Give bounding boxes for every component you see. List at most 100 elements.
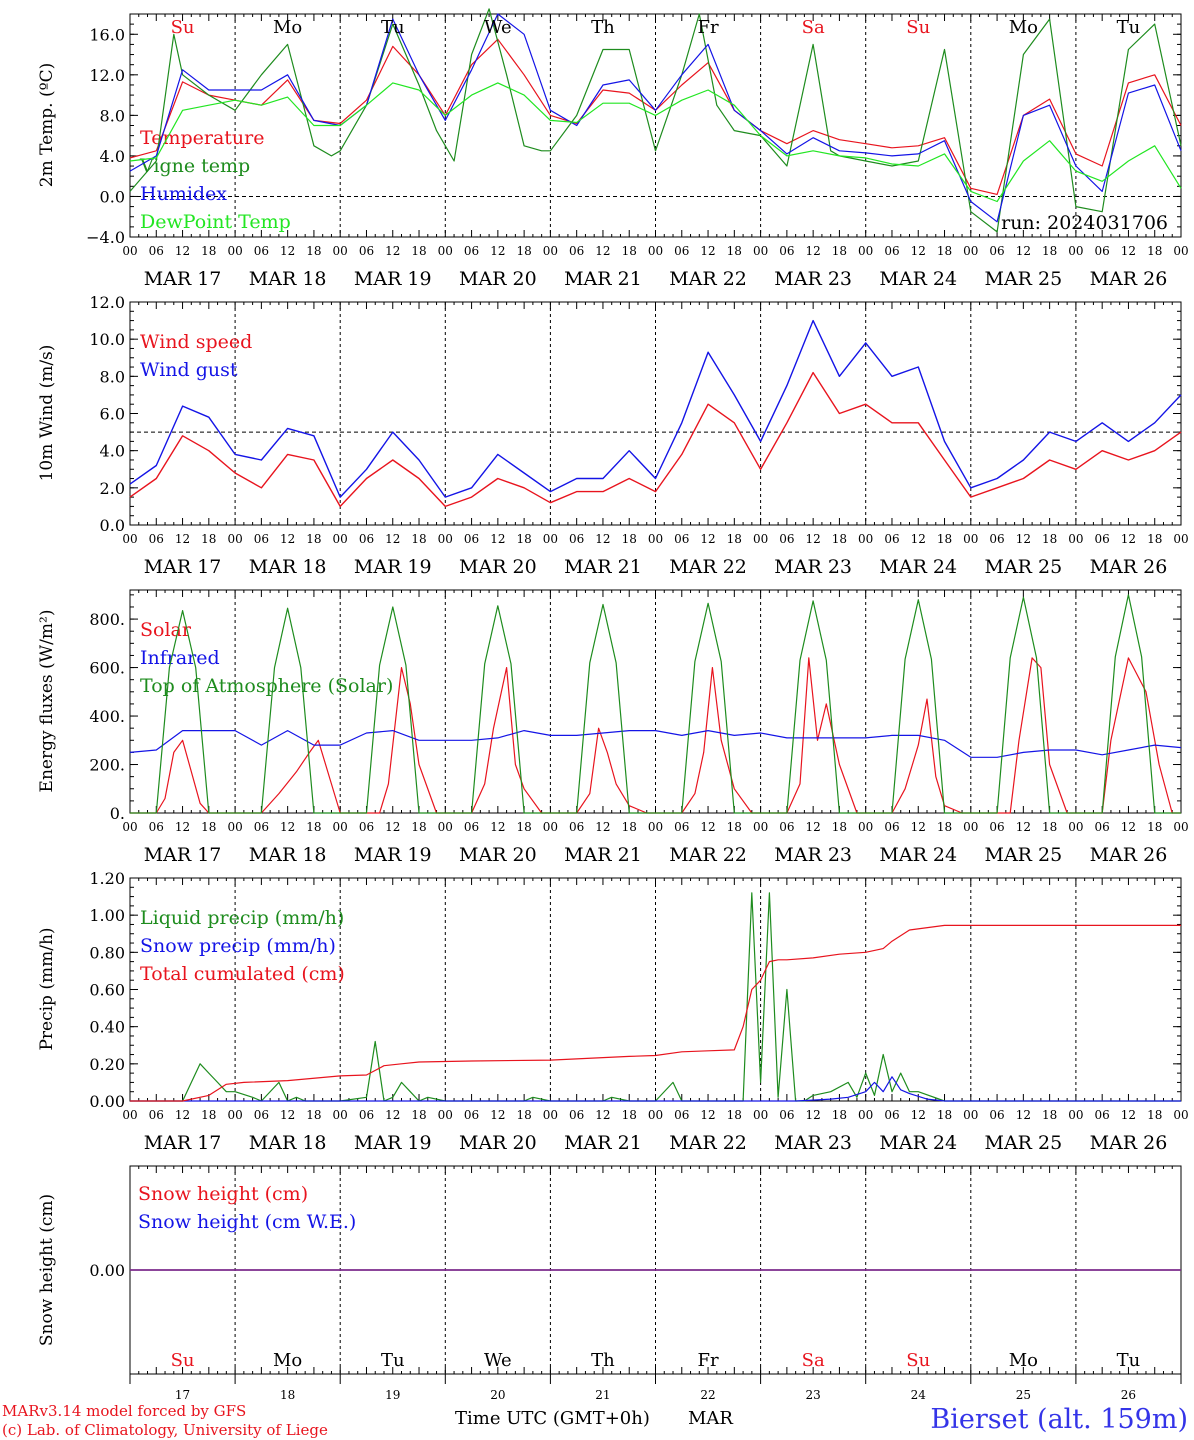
x-hour-tick-label: 06 [359, 1108, 374, 1122]
x-hour-tick-label: 06 [674, 820, 689, 834]
lab-credit: (c) Lab. of Climatology, University of L… [2, 1421, 328, 1439]
x-hour-tick-label: 12 [280, 820, 295, 834]
x-hour-tick-label: 18 [937, 532, 952, 546]
x-date-label: MAR 26 [1090, 268, 1168, 290]
x-hour-tick-label: 06 [779, 820, 794, 834]
x-hour-tick-label: 12 [490, 244, 505, 258]
weekday-label-top: Tu [381, 17, 405, 38]
x-hour-tick-label: 12 [490, 1108, 505, 1122]
x-hour-tick-label: 18 [727, 244, 742, 258]
x-hour-tick-label: 18 [411, 1108, 426, 1122]
x-hour-tick-label: 12 [806, 244, 821, 258]
x-hour-tick-label: 00 [648, 532, 663, 546]
legend-entry: Liquid precip (mm/h) [140, 907, 344, 929]
x-hour-tick-label: 18 [727, 820, 742, 834]
x-hour-tick-label: 06 [254, 1108, 269, 1122]
x-hour-tick-label: 00 [333, 532, 348, 546]
x-date-label: MAR 26 [1090, 556, 1168, 578]
run-label: run: 2024031706 [1001, 212, 1168, 234]
x-date-label: MAR 21 [564, 844, 642, 866]
x-hour-tick-label: 00 [648, 1108, 663, 1122]
x-hour-tick-label: 00 [1068, 820, 1083, 834]
y-tick-label: 1.00 [89, 906, 125, 925]
x-hour-tick-label: 18 [516, 1108, 531, 1122]
y-tick-label: 2.0 [100, 479, 125, 498]
weekday-label-top: We [484, 17, 512, 38]
x-hour-tick-label: 06 [464, 820, 479, 834]
x-date-label: MAR 18 [249, 844, 327, 866]
x-hour-tick-label: 06 [1095, 1108, 1110, 1122]
weekday-label-bottom: Sa [802, 1350, 825, 1371]
y-axis-label: Snow height (cm) [37, 1194, 57, 1346]
x-hour-tick-label: 12 [1016, 820, 1031, 834]
x-hour-tick-label: 06 [359, 820, 374, 834]
x-hour-tick-label: 00 [227, 1108, 242, 1122]
series-line-dewpoint-temp [129, 82, 1182, 203]
x-hour-tick-label: 00 [858, 1108, 873, 1122]
legend-entry: Wind speed [140, 331, 252, 353]
y-tick-label: 0.00 [89, 1261, 125, 1280]
x-hour-tick-label: 00 [858, 820, 873, 834]
x-hour-tick-label: 06 [569, 532, 584, 546]
x-date-label: MAR 20 [459, 1132, 537, 1154]
x-hour-tick-label: 12 [175, 820, 190, 834]
x-hour-tick-label: 12 [806, 820, 821, 834]
x-hour-tick-label: 06 [149, 244, 164, 258]
x-hour-tick-label: 12 [385, 820, 400, 834]
x-date-label: MAR 22 [669, 556, 747, 578]
x-hour-tick-label: 18 [306, 244, 321, 258]
x-hour-tick-label: 18 [1042, 1108, 1057, 1122]
x-hour-tick-label: 12 [700, 532, 715, 546]
y-tick-label: 6.0 [100, 405, 125, 424]
x-hour-tick-label: 18 [1147, 244, 1162, 258]
x-hour-tick-label: 18 [622, 244, 637, 258]
day-number-label: 19 [385, 1388, 400, 1402]
day-number-label: 23 [806, 1388, 821, 1402]
x-date-label: MAR 17 [144, 1132, 222, 1154]
x-hour-tick-label: 12 [911, 244, 926, 258]
x-hour-tick-label: 00 [858, 244, 873, 258]
x-hour-tick-label: 00 [122, 820, 137, 834]
weekday-label-bottom: Th [591, 1350, 615, 1371]
x-hour-tick-label: 18 [937, 244, 952, 258]
x-hour-tick-label: 12 [280, 1108, 295, 1122]
x-date-label: MAR 17 [144, 268, 222, 290]
x-hour-tick-label: 12 [1121, 244, 1136, 258]
x-date-label: MAR 21 [564, 268, 642, 290]
x-hour-tick-label: 18 [1042, 532, 1057, 546]
x-hour-tick-label: 12 [385, 1108, 400, 1122]
y-tick-label: 4.0 [100, 442, 125, 461]
x-date-label: MAR 23 [774, 844, 852, 866]
x-hour-tick-label: 12 [175, 244, 190, 258]
x-date-label: MAR 25 [984, 556, 1062, 578]
weekday-label-top: Su [171, 17, 195, 38]
x-hour-tick-label: 12 [175, 532, 190, 546]
weekday-label-bottom: Fr [698, 1350, 719, 1371]
x-hour-tick-label: 12 [1016, 244, 1031, 258]
x-hour-tick-label: 18 [1042, 244, 1057, 258]
x-hour-tick-label: 18 [411, 532, 426, 546]
legend-entry: DewPoint Temp [140, 211, 291, 233]
x-date-label: MAR 20 [459, 844, 537, 866]
day-number-label: 21 [595, 1388, 610, 1402]
series-line-snow-precip-mm-h- [130, 1076, 1181, 1102]
x-hour-tick-label: 18 [201, 1108, 216, 1122]
x-hour-tick-label: 00 [858, 532, 873, 546]
x-hour-tick-label: 00 [753, 244, 768, 258]
x-hour-tick-label: 18 [201, 244, 216, 258]
x-hour-tick-label: 06 [254, 244, 269, 258]
x-hour-tick-label: 06 [149, 1108, 164, 1122]
x-hour-tick-label: 06 [989, 820, 1004, 834]
y-tick-label: 0.80 [89, 943, 125, 962]
x-hour-tick-label: 12 [1016, 1108, 1031, 1122]
x-date-label: MAR 24 [879, 268, 957, 290]
day-number-label: 22 [700, 1388, 715, 1402]
legend-entry: Humidex [140, 183, 227, 205]
x-date-label: MAR 20 [459, 268, 537, 290]
x-date-label: MAR 19 [354, 1132, 432, 1154]
x-hour-tick-label: 18 [727, 532, 742, 546]
x-hour-tick-label: 18 [832, 244, 847, 258]
x-hour-tick-label: 00 [1173, 1108, 1188, 1122]
weekday-label-top: Mo [1009, 17, 1038, 38]
x-hour-tick-label: 06 [779, 532, 794, 546]
